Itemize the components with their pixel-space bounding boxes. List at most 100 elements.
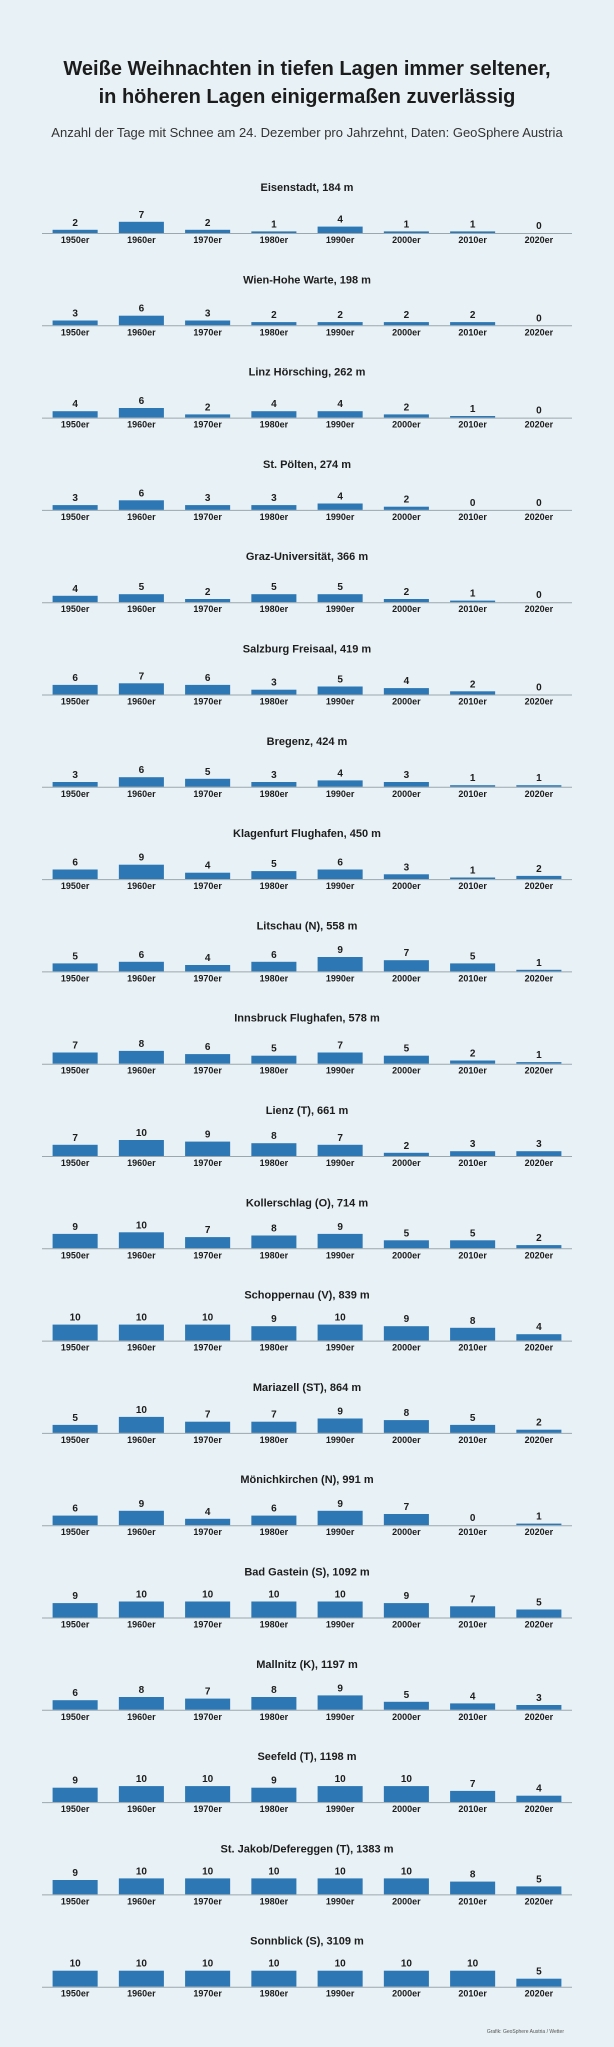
data-label: 10 <box>401 1774 413 1785</box>
bar <box>450 1327 496 1341</box>
x-tick-label: 1980er <box>260 1620 289 1630</box>
x-tick-label: 2000er <box>392 604 421 614</box>
bar <box>52 963 98 972</box>
data-label: 9 <box>337 1407 343 1418</box>
data-label: 0 <box>536 313 542 324</box>
data-label: 9 <box>404 1314 410 1325</box>
panel-title: Bad Gastein (S), 1092 m <box>244 1567 370 1579</box>
bar <box>52 1970 98 1987</box>
data-label: 7 <box>404 1502 410 1513</box>
data-label: 10 <box>401 1959 413 1970</box>
x-tick-label: 1950er <box>61 1343 90 1353</box>
data-label: 2 <box>72 218 78 229</box>
bar <box>185 1141 231 1156</box>
data-label: 1 <box>536 773 542 784</box>
x-tick-label: 2020er <box>525 1620 554 1630</box>
x-tick-label: 1950er <box>61 697 90 707</box>
panel-title: Schoppernau (V), 839 m <box>244 1290 370 1302</box>
bar <box>516 1429 562 1433</box>
bar <box>383 231 429 233</box>
data-label: 4 <box>536 1784 542 1795</box>
x-tick-label: 1980er <box>260 420 289 430</box>
bar <box>317 322 363 326</box>
bar <box>251 1235 297 1249</box>
panel-title: Klagenfurt Flughafen, 450 m <box>233 828 381 840</box>
data-label: 9 <box>337 945 343 956</box>
data-label: 6 <box>205 1042 211 1053</box>
bar <box>516 1245 562 1249</box>
data-label: 9 <box>72 1591 78 1602</box>
bar <box>317 1144 363 1156</box>
bar <box>450 963 496 972</box>
x-tick-label: 2010er <box>458 512 487 522</box>
data-label: 3 <box>72 309 78 320</box>
data-label: 5 <box>536 1598 542 1609</box>
x-tick-label: 1960er <box>127 1435 156 1445</box>
bar <box>317 1418 363 1433</box>
x-tick-label: 1990er <box>326 1896 355 1906</box>
x-tick-label: 1990er <box>326 604 355 614</box>
bar <box>450 1606 496 1618</box>
bar <box>251 689 297 695</box>
data-label: 1 <box>470 589 476 600</box>
data-label: 9 <box>205 1130 211 1141</box>
x-tick-label: 2000er <box>392 789 421 799</box>
data-label: 6 <box>139 765 145 776</box>
x-tick-label: 2000er <box>392 1712 421 1722</box>
data-label: 4 <box>72 584 78 595</box>
x-tick-label: 1950er <box>61 973 90 983</box>
data-label: 2 <box>404 1141 410 1152</box>
bar <box>118 1510 164 1526</box>
x-tick-label: 1960er <box>127 789 156 799</box>
x-tick-label: 1970er <box>193 881 222 891</box>
x-tick-label: 1980er <box>260 1896 289 1906</box>
panel-title: Mariazell (ST), 864 m <box>253 1382 361 1394</box>
credit-note: Grafik: GeoSphere Austria / Wetter <box>486 2029 564 2035</box>
x-tick-label: 2000er <box>392 235 421 245</box>
data-label: 9 <box>337 1683 343 1694</box>
x-tick-label: 2000er <box>392 1343 421 1353</box>
bar <box>317 1324 363 1341</box>
bar <box>251 1787 297 1803</box>
data-label: 5 <box>536 1874 542 1885</box>
data-label: 6 <box>72 1504 78 1515</box>
x-tick-label: 1980er <box>260 1250 289 1260</box>
data-label: 10 <box>335 1313 347 1324</box>
data-label: 10 <box>335 1774 347 1785</box>
bar <box>450 231 496 233</box>
data-label: 6 <box>337 858 343 869</box>
bar <box>251 1326 297 1341</box>
x-tick-label: 1990er <box>326 697 355 707</box>
bar <box>317 1786 363 1803</box>
panel-title: Graz-Universität, 366 m <box>246 551 368 563</box>
bar <box>317 1233 363 1249</box>
bar <box>516 1886 562 1895</box>
bar <box>52 869 98 880</box>
x-tick-label: 1950er <box>61 1527 90 1537</box>
bar <box>185 229 231 233</box>
bar <box>52 1787 98 1803</box>
x-tick-label: 2010er <box>458 881 487 891</box>
x-tick-label: 1980er <box>260 1712 289 1722</box>
data-label: 2 <box>205 402 211 413</box>
x-tick-label: 2000er <box>392 697 421 707</box>
data-label: 0 <box>536 590 542 601</box>
x-tick-label: 1970er <box>193 512 222 522</box>
x-tick-label: 2020er <box>525 1250 554 1260</box>
data-label: 9 <box>139 1499 145 1510</box>
bar <box>317 1970 363 1987</box>
panel-title: Kollerschlag (O), 714 m <box>246 1197 368 1209</box>
bar <box>317 869 363 880</box>
bar <box>251 782 297 787</box>
data-label: 1 <box>536 1050 542 1061</box>
bar <box>516 875 562 880</box>
data-label: 2 <box>205 218 211 229</box>
data-label: 7 <box>470 1594 476 1605</box>
data-label: 3 <box>271 678 277 689</box>
x-tick-label: 2000er <box>392 1158 421 1168</box>
x-tick-label: 1970er <box>193 1896 222 1906</box>
data-label: 3 <box>205 309 211 320</box>
data-label: 2 <box>536 1233 542 1244</box>
data-label: 7 <box>72 1133 78 1144</box>
bar <box>118 408 164 418</box>
